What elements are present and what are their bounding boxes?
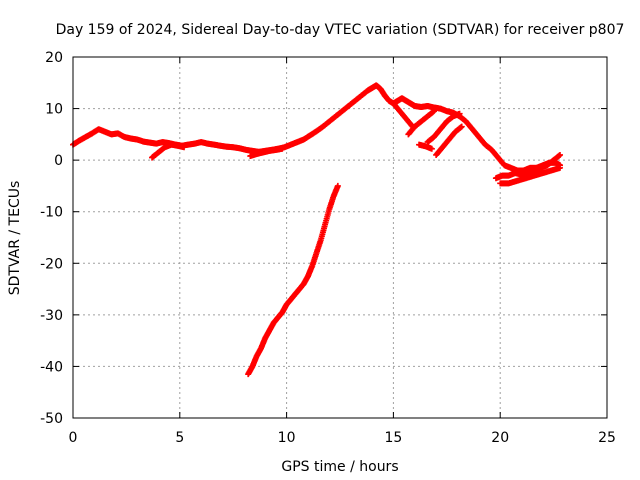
data-point xyxy=(245,371,252,378)
series-group xyxy=(497,164,564,187)
series-group xyxy=(390,100,416,130)
series-group xyxy=(405,108,437,138)
axis-ticks xyxy=(72,56,608,419)
data-point xyxy=(428,145,435,152)
data-points xyxy=(70,82,564,378)
series-group xyxy=(416,141,435,152)
x-tick-labels: 0 5 10 15 20 25 xyxy=(69,430,616,446)
series-group xyxy=(149,141,188,161)
x-tick-label: 20 xyxy=(491,430,509,446)
y-tick-label: 20 xyxy=(45,50,63,66)
data-point xyxy=(279,145,286,152)
data-point xyxy=(456,110,463,117)
series-group xyxy=(424,110,463,146)
y-tick-label: -20 xyxy=(40,256,63,272)
chart-title: Day 159 of 2024, Sidereal Day-to-day VTE… xyxy=(56,22,625,38)
x-axis-label: GPS time / hours xyxy=(281,459,398,475)
chart-grid xyxy=(73,57,607,418)
data-point xyxy=(458,123,465,130)
data-point xyxy=(430,108,437,115)
y-tick-label: 0 xyxy=(54,153,63,169)
data-point xyxy=(557,164,564,171)
series-group xyxy=(433,123,465,158)
x-tick-label: 0 xyxy=(69,430,78,446)
series-group xyxy=(245,182,341,378)
y-tick-label: -40 xyxy=(40,359,63,375)
x-tick-label: 25 xyxy=(598,430,616,446)
y-tick-label: -10 xyxy=(40,205,63,221)
series-group xyxy=(247,145,286,160)
y-tick-label: -30 xyxy=(40,308,63,324)
x-tick-label: 10 xyxy=(278,430,296,446)
y-tick-label: -50 xyxy=(40,411,63,427)
y-tick-label: 10 xyxy=(45,102,63,118)
data-point xyxy=(557,151,564,158)
x-tick-label: 5 xyxy=(175,430,184,446)
x-tick-label: 15 xyxy=(384,430,402,446)
y-axis-label: SDTVAR / TECUs xyxy=(7,181,23,296)
plot-frame xyxy=(72,56,608,419)
data-point xyxy=(181,144,188,151)
y-tick-labels: 20 10 0 -10 -20 -30 -40 -50 xyxy=(40,50,63,427)
